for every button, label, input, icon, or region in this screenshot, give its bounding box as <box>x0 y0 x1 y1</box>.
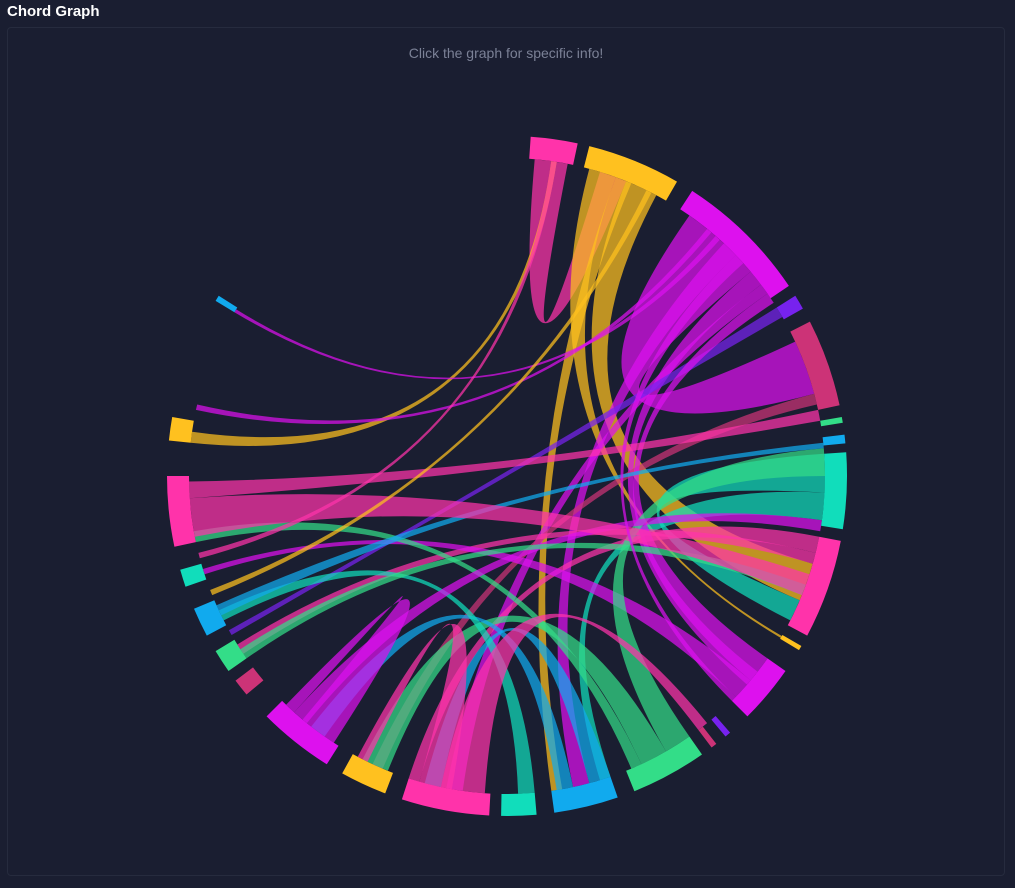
chord-ribbon-26[interactable] <box>294 513 822 724</box>
chord-group-arc-26[interactable] <box>215 295 238 313</box>
chord-ribbon-15[interactable] <box>632 293 774 681</box>
chord-ribbon-20[interactable] <box>424 627 611 788</box>
chord-ribbon-33[interactable] <box>195 228 712 425</box>
chord-ribbon-2[interactable] <box>570 168 782 638</box>
chord-group-arc-6[interactable] <box>820 417 843 427</box>
chord-ribbon-18[interactable] <box>362 615 666 771</box>
chord-ribbon-16[interactable] <box>202 539 751 697</box>
chord-group-arc-7[interactable] <box>822 434 846 446</box>
chord-group-arc-5[interactable] <box>790 321 840 410</box>
chord-ribbon-23[interactable] <box>440 613 708 794</box>
chord-group-arc-23[interactable] <box>180 563 207 587</box>
chord-group-arc-16[interactable] <box>501 792 537 816</box>
chord-ribbon-34[interactable] <box>198 161 557 559</box>
chord-ribbon-36[interactable] <box>620 255 744 701</box>
chord-group-arc-20[interactable] <box>235 667 264 695</box>
chord-group-arc-13[interactable] <box>698 726 717 748</box>
graph-hint: Click the graph for specific info! <box>408 45 604 61</box>
chord-group-arc-11[interactable] <box>731 658 786 717</box>
chord-group-arc-17[interactable] <box>401 778 491 816</box>
chord-group-arc-25[interactable] <box>168 417 194 443</box>
chord-ribbon-30[interactable] <box>189 409 821 499</box>
chord-group-arc-9[interactable] <box>787 536 841 636</box>
chord-group-arc-10[interactable] <box>780 635 802 651</box>
chord-group-arc-1[interactable] <box>529 136 578 165</box>
group-arc-layer[interactable] <box>166 136 848 816</box>
chord-group-arc-3[interactable] <box>680 190 789 299</box>
chord-group-arc-21[interactable] <box>215 639 247 671</box>
chord-group-arc-4[interactable] <box>776 295 803 320</box>
ribbon-layer[interactable] <box>189 159 826 794</box>
chord-ribbon-5[interactable] <box>621 215 815 414</box>
chord-group-arc-19[interactable] <box>266 700 339 765</box>
chord-ribbon-24[interactable] <box>357 623 467 790</box>
page-title: Chord Graph <box>7 3 100 20</box>
chord-group-arc-18[interactable] <box>342 754 393 794</box>
chord-graph-panel: Click the graph for specific info! <box>7 27 1005 876</box>
chord-group-arc-22[interactable] <box>194 600 227 636</box>
chord-group-arc-12[interactable] <box>711 716 731 737</box>
chord-group-arc-15[interactable] <box>551 776 618 813</box>
chord-group-arc-14[interactable] <box>626 736 702 792</box>
chord-group-arc-24[interactable] <box>166 476 196 547</box>
chord-group-arc-8[interactable] <box>821 452 848 530</box>
chord-group-arc-2[interactable] <box>583 146 677 201</box>
chord-ribbon-29[interactable] <box>189 494 810 596</box>
